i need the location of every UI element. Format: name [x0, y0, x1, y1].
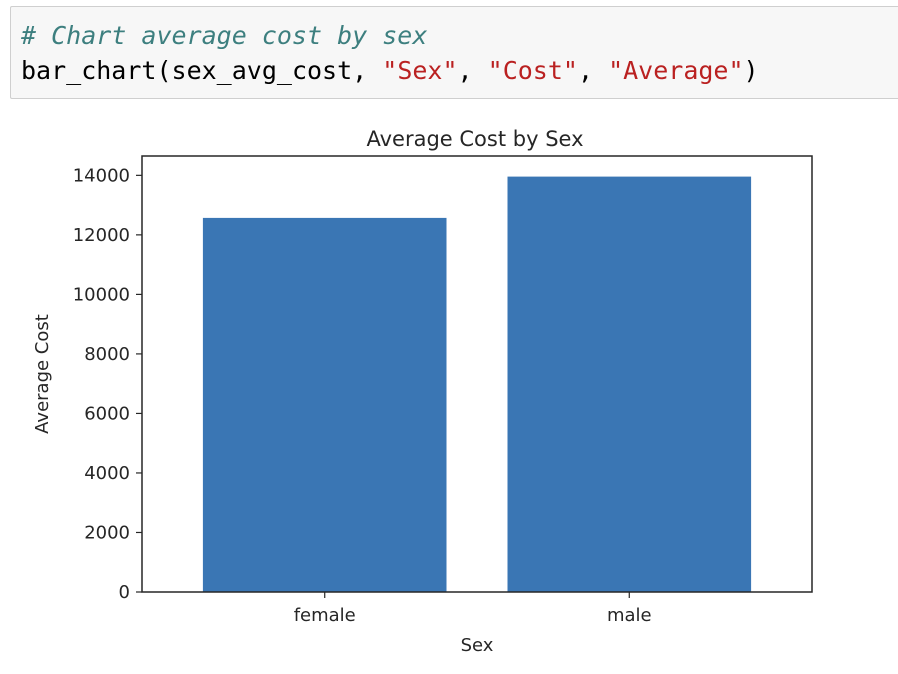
- code-comment-line: # Chart average cost by sex: [21, 20, 427, 52]
- x-axis-label: Sex: [461, 635, 494, 656]
- y-tick-label: 8000: [84, 344, 130, 365]
- code-open-paren: (: [156, 56, 172, 85]
- code-comma: ,: [352, 56, 383, 85]
- code-cell[interactable]: # Chart average cost by sex bar_chart(se…: [10, 6, 898, 99]
- y-tick-label: 10000: [73, 284, 130, 305]
- code-comment: # Chart average cost by sex: [21, 21, 428, 50]
- y-tick-label: 2000: [84, 522, 130, 543]
- y-tick-label: 4000: [84, 463, 130, 484]
- code-comma: ,: [577, 56, 609, 85]
- plot-frame: [141, 155, 813, 593]
- y-tick-label: 0: [119, 582, 130, 603]
- bar-male: [507, 176, 752, 592]
- y-tick-label: 12000: [73, 225, 130, 246]
- code-arg-string: "Sex": [382, 56, 458, 85]
- code-call-line: bar_chart(sex_avg_cost, "Sex", "Cost", "…: [21, 55, 759, 87]
- code-arg-string: "Cost": [487, 56, 578, 85]
- y-axis: 0 2000 4000 6000 8000 10000 12000 14000: [73, 165, 142, 603]
- y-tick-label: 14000: [73, 165, 130, 186]
- bar-female: [202, 217, 447, 592]
- bar-chart: Average Cost by Sex 0 2000 4000 6000 8000 100…: [32, 127, 813, 656]
- code-function-name: bar_chart: [21, 56, 157, 85]
- bars-group: [202, 176, 752, 592]
- code-arg-variable: sex_avg_cost: [171, 56, 353, 85]
- code-close-paren: ): [743, 56, 759, 85]
- chart-title: Average Cost by Sex: [366, 127, 583, 151]
- y-axis-label: Average Cost: [32, 314, 53, 434]
- code-arg-string: "Average": [608, 56, 744, 85]
- y-tick-label: 6000: [84, 403, 130, 424]
- x-tick-label: male: [607, 605, 652, 626]
- code-comma: ,: [457, 56, 488, 85]
- x-tick-label: female: [294, 605, 356, 626]
- x-axis: female male: [294, 592, 652, 626]
